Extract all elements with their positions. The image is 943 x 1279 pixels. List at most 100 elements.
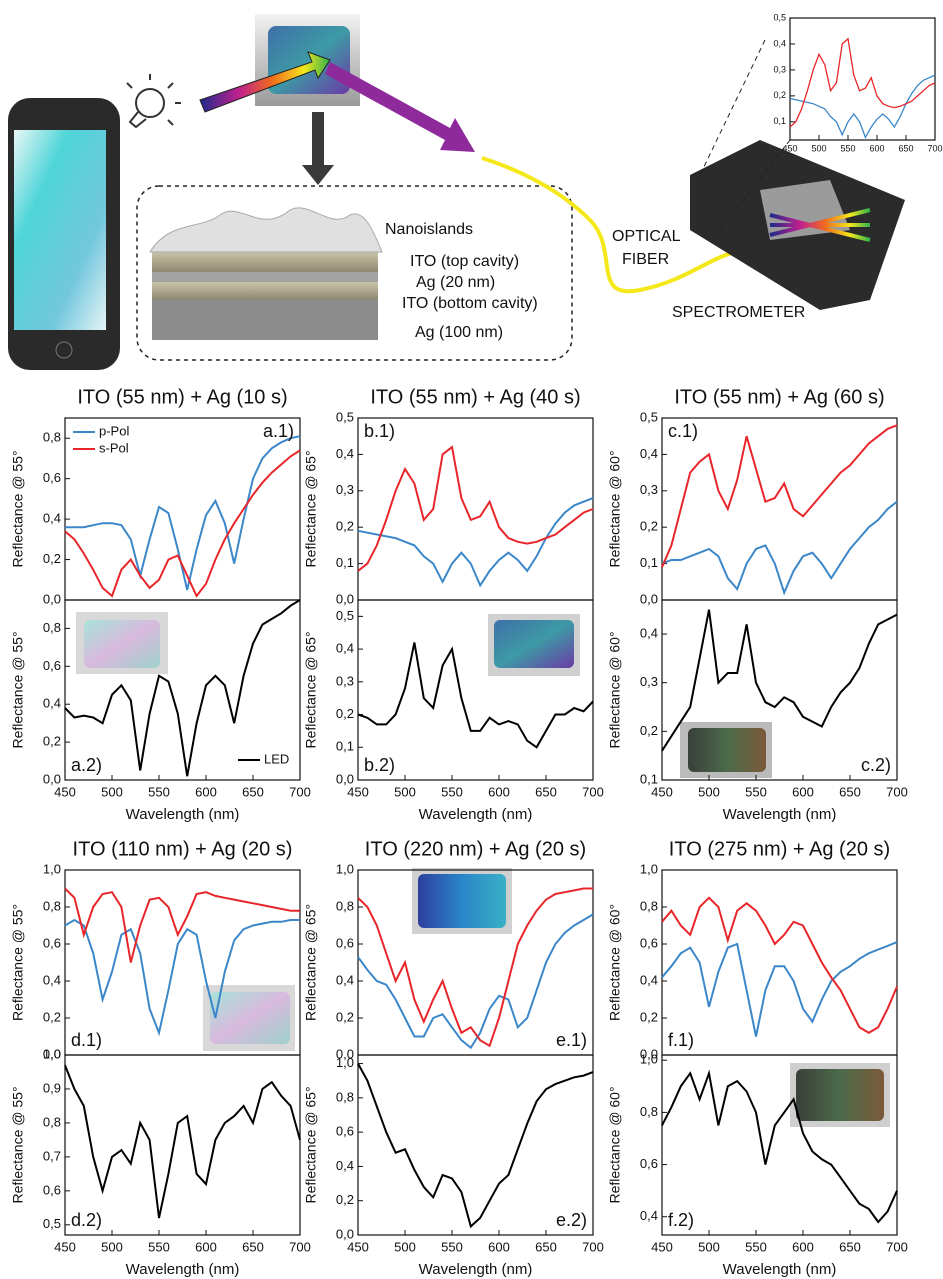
y-tick-label: 0,5 [336,608,354,623]
x-tick-label: 450 [651,1239,673,1254]
series-line [662,942,897,1036]
y-tick-label: 0,3 [773,64,786,74]
layer-label: Ag (20 nm) [416,274,495,291]
x-tick-label: 600 [195,784,217,799]
x-tick-label: 600 [488,784,510,799]
sample [268,26,350,94]
y-tick-label: 0,4 [43,696,61,711]
reflected-arrow [325,62,475,152]
y-tick-label: 0,6 [336,935,354,950]
x-tick-label: 550 [148,784,170,799]
figure: Nanoislands ITO (top cavity) Ag (20 nm) … [0,0,943,1279]
y-tick-label: 1,0 [640,861,658,876]
y-tick-label: 0,6 [43,935,61,950]
nanoislands [150,208,382,252]
chart-title: ITO (275 nm) + Ag (20 s) [669,838,890,860]
chart-title: ITO (55 nm) + Ag (40 s) [370,386,580,408]
x-tick-label: 550 [441,1239,463,1254]
x-tick-label: 600 [792,784,814,799]
layer-label: Nanoislands [385,221,473,238]
y-tick-label: 0,6 [43,470,61,485]
panel-label: c.1) [668,421,698,441]
y-tick-label: 0,8 [640,1104,658,1119]
x-tick-label: 700 [582,784,604,799]
chart-title: ITO (110 nm) + Ag (20 s) [73,838,293,860]
y-axis-label: Reflectance @ 60° [607,904,623,1021]
y-tick-label: 0,5 [336,409,354,424]
x-tick-label: 450 [651,784,673,799]
x-tick-label: 650 [535,784,557,799]
legend-label: p-Pol [99,423,129,438]
y-tick-label: 0,2 [640,1009,658,1024]
panel-label: a.2) [71,755,102,775]
x-tick-label: 550 [840,143,855,153]
y-tick-label: 0,2 [336,706,354,721]
y-tick-label: 0,4 [336,1158,354,1173]
x-tick-label: 500 [101,1239,123,1254]
chart-title: ITO (220 nm) + Ag (20 s) [365,838,586,860]
x-tick-label: 700 [886,784,908,799]
legend-label: LED [264,751,289,766]
y-tick-label: 0,5 [640,409,658,424]
layer-label: ITO (bottom cavity) [402,295,538,312]
series-line [65,889,300,963]
plot-frame [790,18,935,140]
y-axis-label: Reflectance @ 60° [607,450,623,567]
series-line [358,447,593,571]
x-tick-label: 500 [698,1239,720,1254]
x-tick-label: 650 [839,1239,861,1254]
y-tick-label: 0,6 [640,1156,658,1171]
x-tick-label: 700 [886,1239,908,1254]
y-tick-label: 0,1 [773,116,786,126]
y-tick-label: 0,7 [43,1148,61,1163]
layer-ag20 [152,272,378,282]
x-axis-label: Wavelength (nm) [126,1261,240,1278]
x-axis-label: Wavelength (nm) [126,806,240,823]
x-tick-label: 550 [441,784,463,799]
y-tick-label: 0,2 [640,723,658,738]
x-tick-label: 500 [394,1239,416,1254]
panel-label: c.2) [861,755,891,775]
y-axis-label: Reflectance @ 65° [303,631,319,748]
x-axis-label: Wavelength (nm) [723,806,837,823]
photo-e-sample [418,874,506,928]
plot-frame [65,1055,300,1235]
x-tick-label: 550 [148,1239,170,1254]
series-line [358,1064,593,1227]
y-tick-label: 1,0 [43,861,61,876]
y-tick-label: 0,3 [336,673,354,688]
y-tick-label: 0,2 [640,519,658,534]
y-tick-label: 0,4 [640,972,658,987]
y-axis-label: Reflectance @ 60° [607,631,623,748]
x-tick-label: 600 [792,1239,814,1254]
y-tick-label: 0,8 [43,620,61,635]
photo-f-sample [796,1069,884,1121]
x-tick-label: 500 [394,784,416,799]
y-tick-label: 0,8 [43,898,61,913]
layer-label: Ag (100 nm) [415,324,503,341]
x-tick-label: 600 [195,1239,217,1254]
x-tick-label: 700 [582,1239,604,1254]
y-tick-label: 0,2 [336,1009,354,1024]
y-tick-label: 0,2 [773,90,786,100]
chart-title: ITO (55 nm) + Ag (60 s) [674,386,884,408]
y-tick-label: 0,8 [336,1089,354,1104]
y-tick-label: 0,1 [640,555,658,570]
y-axis-label: Reflectance @ 65° [303,450,319,567]
y-tick-label: 0,8 [43,1114,61,1129]
y-tick-label: 0,2 [43,734,61,749]
panel-label: b.2) [364,755,395,775]
fiber-label: OPTICAL [612,228,681,245]
y-tick-label: 0,1 [336,555,354,570]
y-tick-label: 0,3 [336,482,354,497]
y-tick-label: 0,4 [640,625,658,640]
series-line [358,914,593,1047]
plot-frame [662,870,897,1055]
photo-d-sample [210,992,290,1044]
x-tick-label: 650 [242,1239,264,1254]
y-tick-label: 0,6 [336,1124,354,1139]
y-tick-label: 0,8 [640,898,658,913]
y-tick-label: 0,2 [336,519,354,534]
x-tick-label: 450 [54,784,76,799]
y-tick-label: 0,6 [43,658,61,673]
